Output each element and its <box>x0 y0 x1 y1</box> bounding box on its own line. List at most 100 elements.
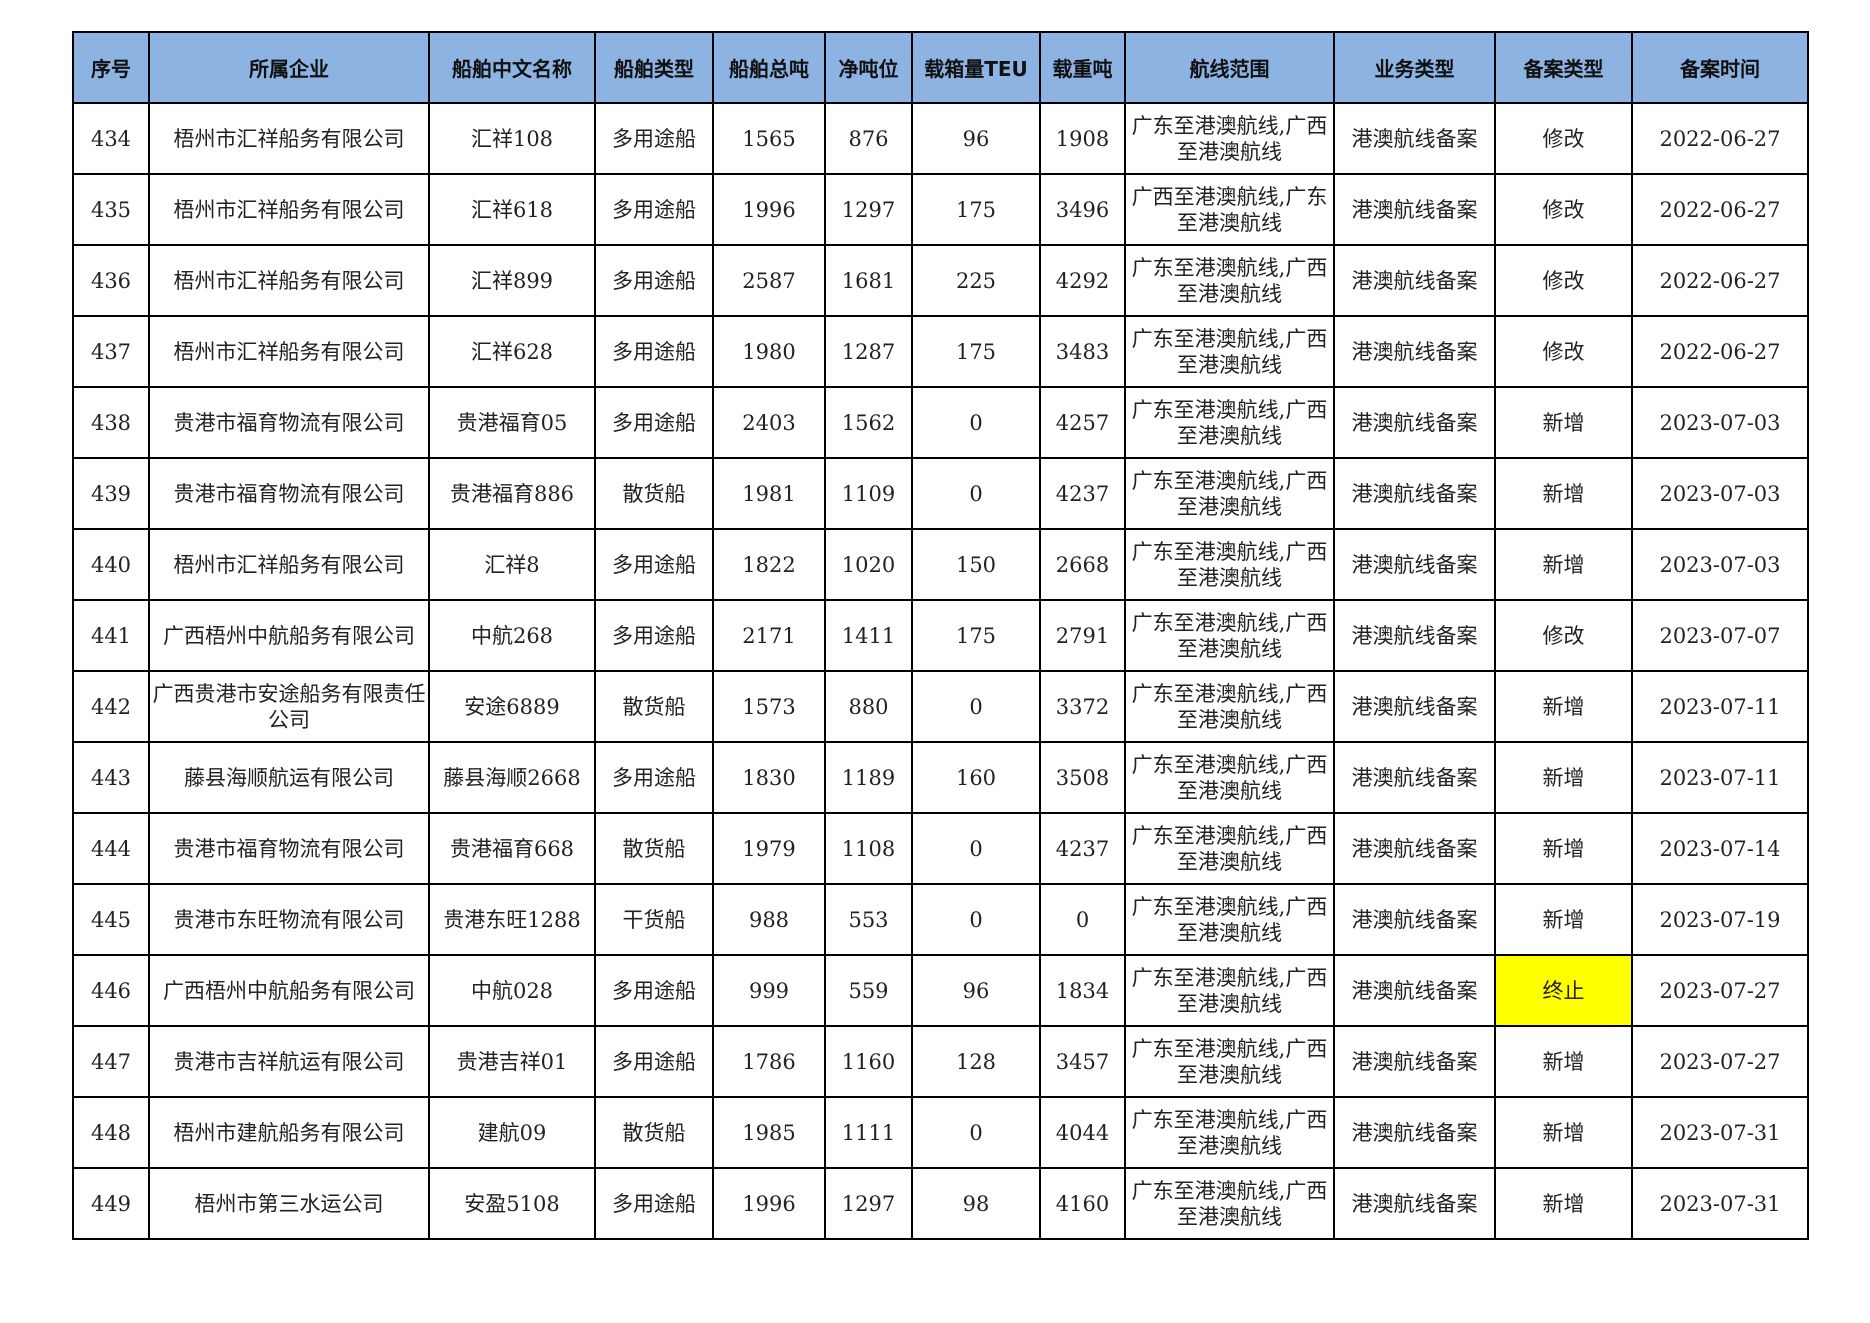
cell-seq: 447 <box>72 1025 150 1098</box>
cell-filing-date: 2022-06-27 <box>1631 315 1809 388</box>
cell-seq: 449 <box>72 1167 150 1240</box>
cell-route-scope: 广东至港澳航线,广西至港澳航线 <box>1124 883 1335 956</box>
cell-ship-name: 中航028 <box>428 954 596 1027</box>
cell-net-tonnage: 1297 <box>824 173 913 246</box>
cell-teu-capacity: 0 <box>911 457 1041 530</box>
cell-deadweight: 3372 <box>1039 670 1126 743</box>
cell-route-scope: 广东至港澳航线,广西至港澳航线 <box>1124 812 1335 885</box>
cell-company: 广西梧州中航船务有限公司 <box>148 954 430 1027</box>
cell-deadweight: 0 <box>1039 883 1126 956</box>
cell-gross-tonnage: 1573 <box>712 670 826 743</box>
cell-ship-name: 汇祥899 <box>428 244 596 317</box>
header-business-type: 业务类型 <box>1333 31 1496 104</box>
cell-ship-type: 多用途船 <box>594 173 714 246</box>
cell-seq: 443 <box>72 741 150 814</box>
cell-gross-tonnage: 1822 <box>712 528 826 601</box>
table-row: 443 藤县海顺航运有限公司 藤县海顺2668 多用途船 1830 1189 160 3508… <box>72 741 1809 814</box>
table-row: 442 广西贵港市安途船务有限责任公司 安途6889 散货船 1573 880 0 3372 广… <box>72 670 1809 743</box>
table-row: 439 贵港市福育物流有限公司 贵港福育886 散货船 1981 1109 0 4237 广东至… <box>72 457 1809 530</box>
cell-seq: 436 <box>72 244 150 317</box>
cell-teu-capacity: 0 <box>911 812 1041 885</box>
cell-gross-tonnage: 1981 <box>712 457 826 530</box>
header-route-scope: 航线范围 <box>1124 31 1335 104</box>
cell-seq: 441 <box>72 599 150 672</box>
cell-company: 广西贵港市安途船务有限责任公司 <box>148 670 430 743</box>
cell-filing-date: 2023-07-03 <box>1631 457 1809 530</box>
cell-ship-name: 中航268 <box>428 599 596 672</box>
cell-ship-type: 散货船 <box>594 1096 714 1169</box>
cell-route-scope: 广东至港澳航线,广西至港澳航线 <box>1124 1096 1335 1169</box>
cell-ship-type: 多用途船 <box>594 1167 714 1240</box>
cell-filing-type: 新增 <box>1494 883 1633 956</box>
cell-seq: 437 <box>72 315 150 388</box>
cell-filing-date: 2023-07-27 <box>1631 1025 1809 1098</box>
cell-filing-type: 新增 <box>1494 1167 1633 1240</box>
cell-business-type: 港澳航线备案 <box>1333 954 1496 1027</box>
cell-net-tonnage: 1111 <box>824 1096 913 1169</box>
cell-seq: 448 <box>72 1096 150 1169</box>
cell-seq: 446 <box>72 954 150 1027</box>
cell-gross-tonnage: 2587 <box>712 244 826 317</box>
cell-business-type: 港澳航线备案 <box>1333 315 1496 388</box>
cell-company: 广西梧州中航船务有限公司 <box>148 599 430 672</box>
cell-gross-tonnage: 1980 <box>712 315 826 388</box>
cell-teu-capacity: 0 <box>911 670 1041 743</box>
cell-deadweight: 4257 <box>1039 386 1126 459</box>
cell-deadweight: 4292 <box>1039 244 1126 317</box>
cell-deadweight: 4237 <box>1039 457 1126 530</box>
cell-net-tonnage: 1109 <box>824 457 913 530</box>
cell-filing-date: 2023-07-11 <box>1631 670 1809 743</box>
cell-business-type: 港澳航线备案 <box>1333 173 1496 246</box>
cell-ship-name: 藤县海顺2668 <box>428 741 596 814</box>
cell-route-scope: 广东至港澳航线,广西至港澳航线 <box>1124 741 1335 814</box>
cell-deadweight: 3457 <box>1039 1025 1126 1098</box>
cell-filing-date: 2022-06-27 <box>1631 244 1809 317</box>
cell-deadweight: 2668 <box>1039 528 1126 601</box>
cell-deadweight: 2791 <box>1039 599 1126 672</box>
cell-teu-capacity: 96 <box>911 954 1041 1027</box>
cell-business-type: 港澳航线备案 <box>1333 670 1496 743</box>
cell-ship-type: 干货船 <box>594 883 714 956</box>
cell-filing-type: 新增 <box>1494 812 1633 885</box>
header-net-tonnage: 净吨位 <box>824 31 913 104</box>
cell-business-type: 港澳航线备案 <box>1333 1167 1496 1240</box>
cell-business-type: 港澳航线备案 <box>1333 1025 1496 1098</box>
cell-net-tonnage: 1411 <box>824 599 913 672</box>
header-row: 序号 所属企业 船舶中文名称 船舶类型 船舶总吨 净吨位 载箱量TEU 载重吨 航线范围 业务类型… <box>72 31 1809 104</box>
cell-gross-tonnage: 1565 <box>712 102 826 175</box>
cell-gross-tonnage: 1979 <box>712 812 826 885</box>
table-row: 448 梧州市建航船务有限公司 建航09 散货船 1985 1111 0 4044 广东至港澳航… <box>72 1096 1809 1169</box>
cell-filing-date: 2023-07-31 <box>1631 1167 1809 1240</box>
cell-ship-type: 多用途船 <box>594 102 714 175</box>
cell-teu-capacity: 175 <box>911 173 1041 246</box>
cell-route-scope: 广东至港澳航线,广西至港澳航线 <box>1124 528 1335 601</box>
cell-teu-capacity: 96 <box>911 102 1041 175</box>
cell-filing-date: 2022-06-27 <box>1631 173 1809 246</box>
cell-route-scope: 广西至港澳航线,广东至港澳航线 <box>1124 173 1335 246</box>
cell-gross-tonnage: 2171 <box>712 599 826 672</box>
cell-teu-capacity: 225 <box>911 244 1041 317</box>
header-teu-capacity: 载箱量TEU <box>911 31 1041 104</box>
cell-gross-tonnage: 1786 <box>712 1025 826 1098</box>
cell-net-tonnage: 559 <box>824 954 913 1027</box>
cell-filing-type: 新增 <box>1494 386 1633 459</box>
cell-company: 梧州市汇祥船务有限公司 <box>148 102 430 175</box>
cell-company: 贵港市福育物流有限公司 <box>148 457 430 530</box>
cell-deadweight: 3508 <box>1039 741 1126 814</box>
cell-ship-type: 多用途船 <box>594 954 714 1027</box>
table-row: 445 贵港市东旺物流有限公司 贵港东旺1288 干货船 988 553 0 0 广东至港澳航线… <box>72 883 1809 956</box>
table-row: 435 梧州市汇祥船务有限公司 汇祥618 多用途船 1996 1297 175 3496 广西… <box>72 173 1809 246</box>
cell-ship-name: 贵港福育05 <box>428 386 596 459</box>
cell-gross-tonnage: 1985 <box>712 1096 826 1169</box>
cell-ship-type: 散货船 <box>594 670 714 743</box>
cell-business-type: 港澳航线备案 <box>1333 102 1496 175</box>
cell-ship-name: 建航09 <box>428 1096 596 1169</box>
header-filing-date: 备案时间 <box>1631 31 1809 104</box>
cell-route-scope: 广东至港澳航线,广西至港澳航线 <box>1124 599 1335 672</box>
cell-teu-capacity: 160 <box>911 741 1041 814</box>
cell-route-scope: 广东至港澳航线,广西至港澳航线 <box>1124 386 1335 459</box>
table-row: 444 贵港市福育物流有限公司 贵港福育668 散货船 1979 1108 0 4237 广东至… <box>72 812 1809 885</box>
cell-filing-date: 2023-07-27 <box>1631 954 1809 1027</box>
cell-ship-name: 贵港吉祥01 <box>428 1025 596 1098</box>
cell-filing-date: 2023-07-03 <box>1631 386 1809 459</box>
